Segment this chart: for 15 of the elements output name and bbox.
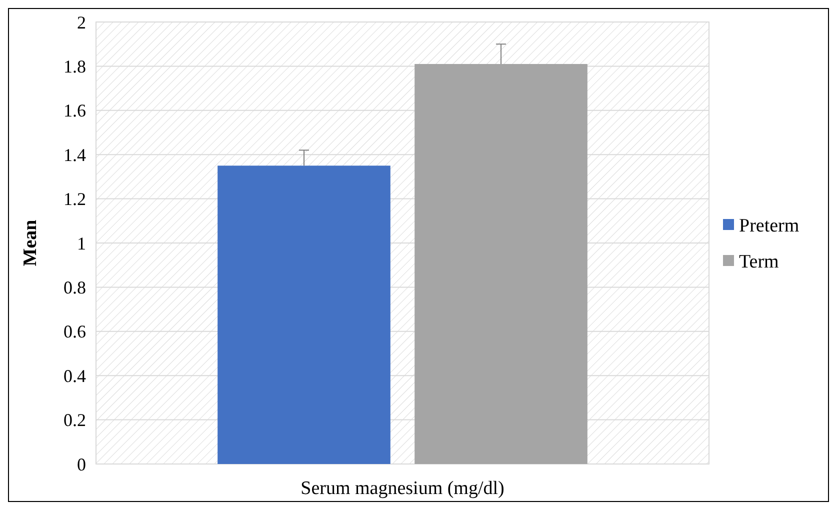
y-tick-label: 0.4 [64,366,86,386]
y-tick-label: 1.6 [64,100,86,121]
y-axis-title: Mean [20,219,41,266]
legend-label: Preterm [739,216,800,237]
y-tick-label: 1.4 [64,144,86,165]
y-tick-label: 0.6 [64,322,86,342]
y-tick-label: 0 [77,454,86,474]
y-tick-label: 1 [77,233,86,254]
y-tick-label: 0.2 [64,410,86,430]
y-tick-label: 1.2 [64,189,86,210]
y-tick-label: 0.8 [64,278,86,298]
legend-label: Term [739,252,780,273]
y-tick-label: 2 [77,12,86,32]
x-axis-title: Serum magnesium (mg/dl) [300,478,504,499]
y-tick-label: 1.8 [64,56,86,76]
